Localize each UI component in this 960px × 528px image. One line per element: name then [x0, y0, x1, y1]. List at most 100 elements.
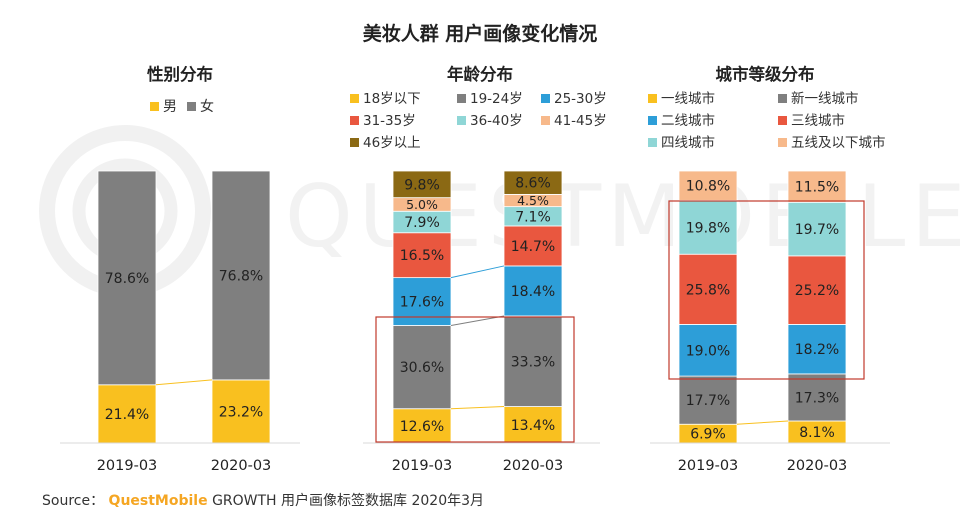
data-label: 16.5% [400, 248, 444, 264]
data-label: 12.6% [400, 419, 444, 435]
x-tick-label: 2020-03 [503, 458, 564, 474]
legend-swatch [541, 94, 550, 103]
data-label: 19.7% [795, 222, 839, 238]
legend-label: 二线城市 [661, 112, 715, 129]
data-label: 14.7% [511, 239, 555, 255]
data-label: 5.0% [406, 197, 438, 212]
connector-line [450, 406, 505, 410]
legend-label: 41-45岁 [554, 113, 607, 129]
bar-segment [211, 170, 271, 381]
bar-segment [787, 255, 847, 325]
x-tick-label: 2020-03 [211, 458, 272, 474]
legend-label: 四线城市 [661, 134, 715, 151]
data-label: 76.8% [219, 268, 263, 284]
watermark-text: QUESTMOBILE [285, 167, 960, 267]
data-label: 18.2% [795, 342, 839, 358]
data-label: 7.9% [404, 215, 440, 231]
data-label: 8.6% [515, 176, 551, 192]
data-label: 17.6% [400, 295, 444, 311]
legend-label: 新一线城市 [791, 90, 859, 107]
legend-swatch [187, 102, 196, 111]
data-label: 6.9% [690, 427, 726, 443]
data-label: 25.2% [795, 283, 839, 299]
data-label: 25.8% [686, 282, 730, 298]
connector-line [155, 379, 213, 386]
legend-label: 25-30岁 [554, 91, 607, 107]
bar-segment [97, 384, 157, 444]
data-label: 17.7% [686, 393, 730, 409]
panel-title: 性别分布 [147, 64, 213, 84]
panel-title: 年龄分布 [447, 64, 513, 84]
legend-label: 一线城市 [661, 90, 715, 107]
legend-swatch [541, 116, 550, 125]
bar-segment [678, 324, 738, 377]
legend-swatch [350, 94, 359, 103]
highlight-box [375, 316, 575, 443]
x-tick-label: 2019-03 [678, 458, 739, 474]
bar-segment [392, 232, 452, 279]
data-label: 23.2% [219, 404, 263, 420]
legend-swatch [457, 94, 466, 103]
legend-swatch [648, 138, 657, 147]
legend-label: 五线及以下城市 [791, 134, 886, 151]
highlight-box [668, 200, 865, 380]
legend-label: 三线城市 [791, 112, 845, 129]
legend-swatch [457, 116, 466, 125]
legend-swatch [648, 116, 657, 125]
legend-label: 男 [163, 99, 177, 115]
bar-segment [503, 225, 563, 267]
legend-label: 36-40岁 [470, 113, 523, 129]
bar-segment [392, 170, 452, 199]
bar-segment [503, 265, 563, 317]
data-label: 11.5% [795, 180, 839, 196]
panel-title: 城市等级分布 [716, 64, 815, 84]
legend-swatch [778, 138, 787, 147]
source-rest: GROWTH 用户画像标签数据库 2020年3月 [212, 493, 485, 509]
data-label: 78.6% [105, 271, 149, 287]
x-tick-label: 2019-03 [97, 458, 158, 474]
data-label: 8.1% [799, 425, 835, 441]
bar-segment [678, 199, 738, 255]
legend-label: 46岁以上 [363, 135, 421, 151]
bar-segment [678, 170, 738, 201]
legend-label: 19-24岁 [470, 91, 523, 107]
legend-label: 女 [200, 98, 214, 115]
data-label: 19.8% [686, 220, 730, 236]
main-title: 美妆人群 用户画像变化情况 [363, 22, 598, 45]
data-label: 9.8% [404, 177, 440, 193]
bar-segment [678, 375, 738, 425]
legend-swatch [778, 94, 787, 103]
bar-segment [392, 325, 452, 410]
bar-segment [97, 170, 157, 386]
bar-segment [503, 170, 563, 195]
data-label: 7.1% [515, 209, 551, 225]
source-prefix: Source： [42, 493, 105, 509]
legend-label: 31-35岁 [363, 113, 416, 129]
chart-panel-2: 年龄分布 18岁以下 19-24岁 25-30岁 31-35岁 36-40岁 41-45岁 4… [350, 64, 607, 474]
legend-swatch [648, 94, 657, 103]
data-label: 4.5% [517, 193, 549, 208]
bar-segment [787, 373, 847, 422]
data-label: 10.8% [686, 179, 730, 195]
data-label: 21.4% [105, 407, 149, 423]
legend-swatch [350, 116, 359, 125]
data-label: 19.0% [686, 343, 730, 359]
legend-label: 18岁以下 [363, 91, 421, 107]
legend-swatch [350, 138, 359, 147]
x-tick-label: 2019-03 [392, 458, 453, 474]
bar-segment [787, 170, 847, 203]
data-label: 17.3% [795, 390, 839, 406]
connector-line [736, 420, 789, 425]
data-label: 30.6% [400, 360, 444, 376]
source-brand: QuestMobile [108, 493, 208, 509]
connector-line [450, 265, 505, 279]
data-label: 33.3% [511, 354, 555, 370]
x-tick-label: 2020-03 [787, 458, 848, 474]
legend-swatch [778, 116, 787, 125]
source-note: Source： QuestMobile GROWTH 用户画像标签数据库 202… [42, 490, 484, 510]
data-label: 13.4% [511, 418, 555, 434]
